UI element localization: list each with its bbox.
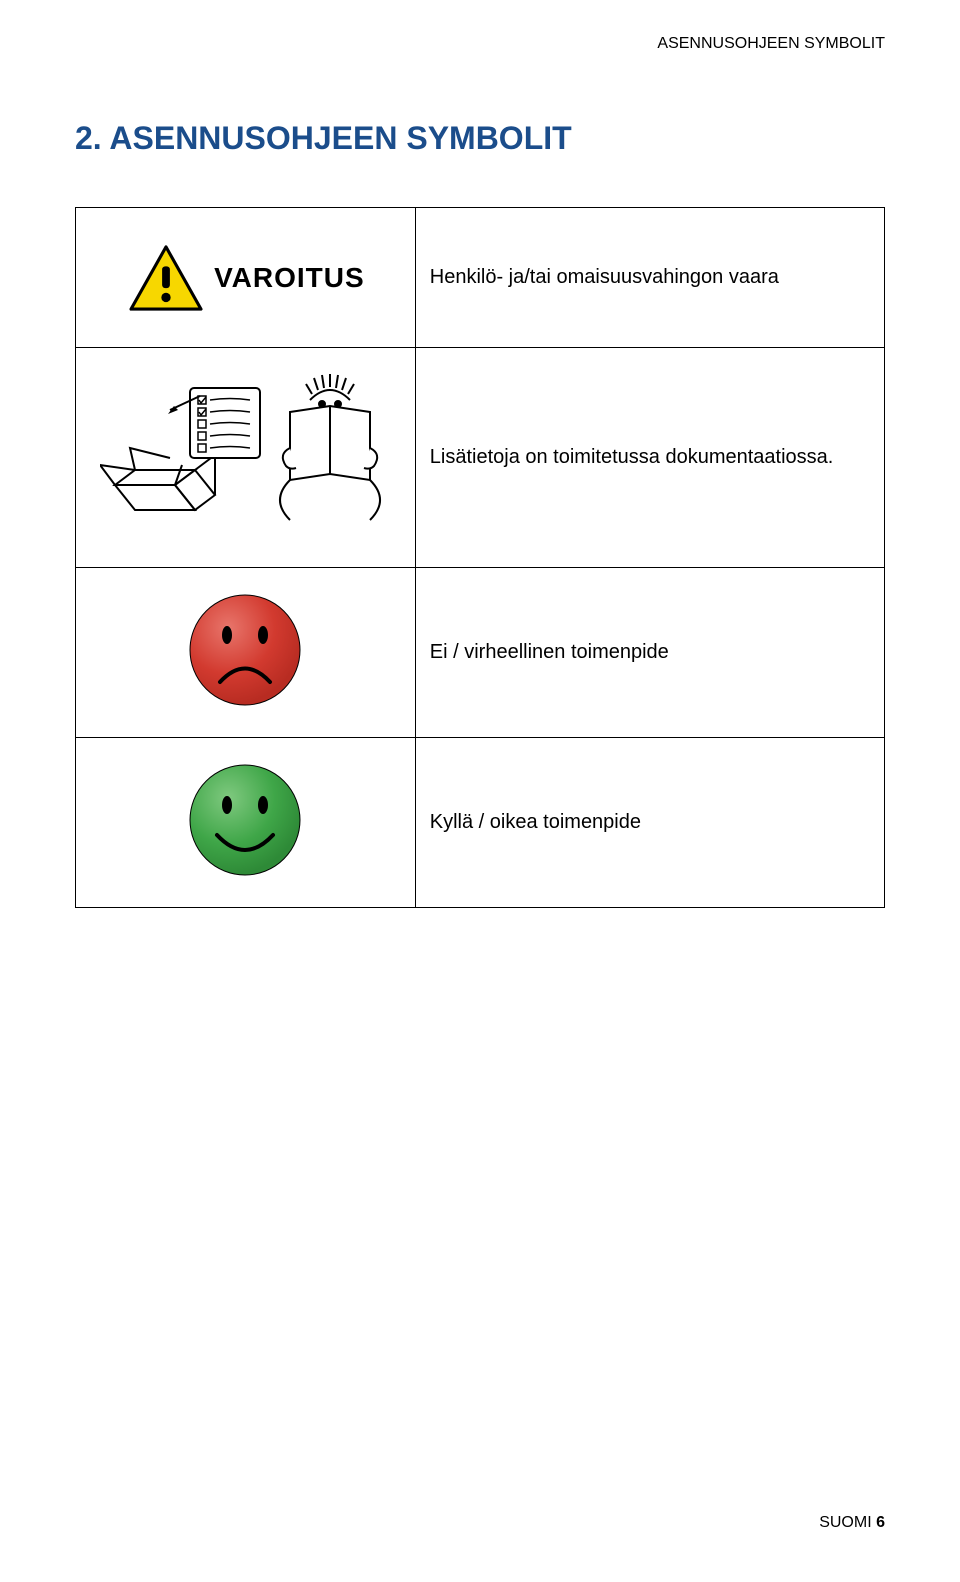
smile-face-icon (185, 760, 305, 880)
warning-label: VAROITUS (214, 262, 365, 294)
docs-icon-cell (76, 348, 416, 568)
frown-face-icon (185, 590, 305, 710)
smile-icon-cell (76, 738, 416, 908)
warning-icon-cell: VAROITUS (76, 208, 416, 348)
table-row: Ei / virheellinen toimenpide (76, 568, 885, 738)
documentation-icon (100, 370, 390, 540)
symbol-table: VAROITUS Henkilö- ja/tai omaisuusvahingo… (75, 207, 885, 908)
table-row: Kyllä / oikea toimenpide (76, 738, 885, 908)
docs-description: Lisätietoja on toimitetussa dokumentaati… (415, 348, 884, 568)
section-title: 2. ASENNUSOHJEEN SYMBOLIT (75, 120, 885, 157)
smile-description: Kyllä / oikea toimenpide (415, 738, 884, 908)
page-footer: SUOMI 6 (819, 1514, 885, 1532)
frown-icon-cell (76, 568, 416, 738)
page-header: ASENNUSOHJEEN SYMBOLIT (657, 35, 885, 53)
warning-description: Henkilö- ja/tai omaisuusvahingon vaara (415, 208, 884, 348)
frown-description: Ei / virheellinen toimenpide (415, 568, 884, 738)
table-row: VAROITUS Henkilö- ja/tai omaisuusvahingo… (76, 208, 885, 348)
page-number: 6 (876, 1514, 885, 1531)
table-row: Lisätietoja on toimitetussa dokumentaati… (76, 348, 885, 568)
footer-label: SUOMI (819, 1514, 871, 1531)
warning-triangle-icon (126, 243, 206, 313)
